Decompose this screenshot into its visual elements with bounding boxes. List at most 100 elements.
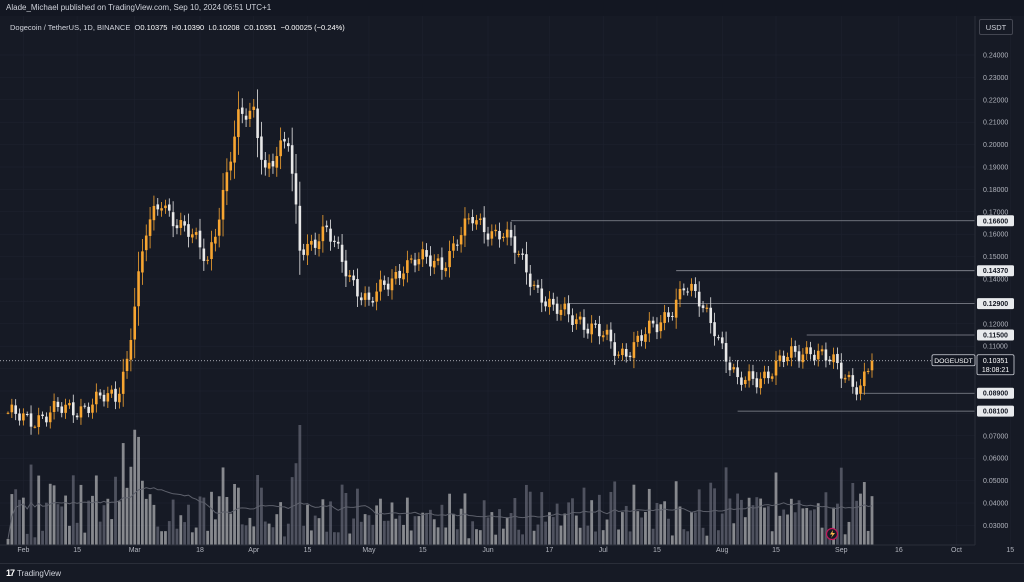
volume-bar <box>536 524 540 545</box>
volume-bar <box>613 481 617 545</box>
candle <box>828 356 832 365</box>
volume-bar <box>275 514 279 545</box>
lightning-icon[interactable] <box>825 527 839 541</box>
candle <box>325 220 329 233</box>
candle <box>217 207 221 248</box>
symbol-legend: Dogecoin / TetherUS, 1D, BINANCE O0.1037… <box>10 23 345 32</box>
volume-bar <box>171 499 175 545</box>
volume-bar <box>866 530 870 545</box>
svg-text:0.08100: 0.08100 <box>983 409 1008 416</box>
candle <box>709 297 713 334</box>
chart-area[interactable] <box>0 16 1024 565</box>
candle <box>521 248 524 260</box>
candle <box>621 343 624 361</box>
volume-bar <box>548 512 551 545</box>
volume-bar <box>551 517 555 545</box>
candle <box>870 353 874 378</box>
candle <box>179 212 183 236</box>
candle <box>313 232 317 255</box>
volume-bar <box>333 532 336 545</box>
volume-bar <box>298 425 302 545</box>
candle <box>728 356 732 377</box>
candle <box>440 247 444 280</box>
volume-bar <box>713 488 716 545</box>
volume-bar <box>624 505 628 545</box>
svg-text:DOGEUSDT: DOGEUSDT <box>934 358 973 365</box>
candle <box>517 250 521 258</box>
volume-bar <box>237 487 240 545</box>
volume-bar <box>440 504 444 545</box>
candle <box>548 291 551 315</box>
candle <box>793 340 797 358</box>
volume-bar <box>240 524 244 545</box>
candle <box>14 399 17 421</box>
level-price-tag: 0.11500 <box>977 329 1014 341</box>
candle <box>98 389 102 399</box>
price-tick-label: 0.17000 <box>983 209 1008 216</box>
candle <box>110 385 113 398</box>
symbol-name: Dogecoin / TetherUS, 1D, BINANCE <box>10 23 131 32</box>
currency-button[interactable]: USDT <box>979 19 1013 35</box>
volume-bar <box>340 484 344 545</box>
volume-bar <box>594 531 597 545</box>
candle <box>263 152 267 176</box>
candle <box>160 201 163 217</box>
volume-bar <box>836 503 839 545</box>
candle <box>129 328 133 372</box>
candle <box>244 108 248 128</box>
volume-bar <box>521 534 524 545</box>
candle <box>813 349 816 366</box>
candle <box>75 413 79 420</box>
candlestick-chart[interactable]: 0.24000 0.23000 0.22000 0.21000 0.20000 0.190… <box>0 0 1024 565</box>
volume-bar <box>467 538 471 545</box>
volume-bar <box>213 519 217 545</box>
candle <box>782 350 785 368</box>
volume-bar <box>417 516 421 545</box>
candle <box>137 251 140 326</box>
candle <box>717 334 720 341</box>
candle <box>747 364 751 388</box>
candle <box>866 368 870 375</box>
volume-bar <box>690 512 693 545</box>
candle <box>498 222 501 248</box>
candle <box>667 306 670 323</box>
candle <box>429 246 432 276</box>
volume-bar <box>770 531 774 545</box>
volume-bar <box>670 535 674 545</box>
price-tick-label: 0.15000 <box>983 254 1008 261</box>
candle <box>118 387 121 409</box>
volume-bar <box>229 513 233 545</box>
candle <box>210 230 213 271</box>
candle <box>736 360 739 385</box>
candle <box>10 398 14 419</box>
time-tick-label: 15 <box>1006 547 1014 554</box>
volume-bar <box>709 482 713 545</box>
volume-bar <box>621 512 624 545</box>
volume-bar <box>486 517 490 545</box>
candle <box>601 330 605 342</box>
volume-bar <box>179 515 183 545</box>
candle <box>571 308 574 332</box>
candle <box>713 312 716 346</box>
volume-bar <box>321 499 325 545</box>
volume-bar <box>736 493 739 545</box>
volume-bar <box>697 489 701 545</box>
candle <box>22 408 25 426</box>
candle <box>240 98 244 124</box>
volume-bar <box>141 480 144 545</box>
volume-bar <box>813 509 816 545</box>
tradingview-logo[interactable]: 17 TradingView <box>6 568 61 578</box>
svg-text:0.11500: 0.11500 <box>983 333 1008 340</box>
volume-bar <box>56 504 60 545</box>
candle <box>425 243 428 264</box>
volume-bar <box>114 476 117 545</box>
volume-bar <box>21 497 25 545</box>
candle <box>187 213 190 248</box>
candle <box>183 215 186 232</box>
volume-bar <box>667 518 670 545</box>
candle <box>29 405 33 435</box>
candle <box>671 311 674 321</box>
candle <box>767 365 770 384</box>
level-price-tags: 0.16600 0.14370 0.12900 0.11500 0.08900 0.081… <box>977 215 1014 417</box>
volume-bar <box>582 487 586 545</box>
